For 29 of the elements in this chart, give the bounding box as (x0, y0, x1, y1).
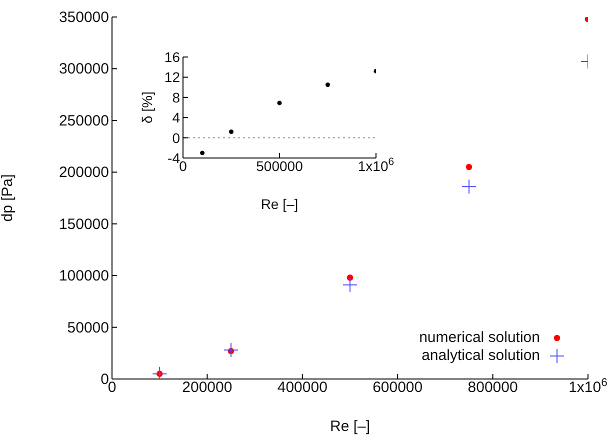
y-axis-title: δ [%] (139, 92, 155, 124)
x-axis-title: Re [–] (260, 196, 298, 212)
y-tick-label: 250000 (58, 112, 109, 130)
y-tick-label: 100000 (58, 268, 109, 285)
x-tick-label: 600000 (372, 379, 423, 396)
legend-label: numerical solution (419, 329, 540, 347)
y-tick-label: 150000 (58, 216, 109, 233)
y-tick-label: 300000 (58, 60, 109, 78)
x-tick-label: 800000 (468, 379, 518, 396)
y-tick-label: 16 (164, 49, 180, 65)
legend-label: analytical solution (422, 347, 540, 365)
x-tick-label: 1x10$^{6}$ (568, 377, 608, 396)
point (229, 129, 234, 134)
y-tick-label: -4 (168, 150, 180, 166)
point (277, 100, 282, 106)
point (200, 150, 205, 156)
y-axis-title: dp [Pa] (0, 174, 16, 222)
y-tick-label: 12 (164, 69, 180, 86)
point (326, 82, 330, 88)
point (466, 164, 472, 170)
x-axis-title: Re [–] (330, 418, 370, 435)
y-tick-label: 4 (172, 110, 180, 126)
x-tick-label: 400000 (277, 379, 328, 396)
y-tick-label: 350000 (58, 9, 109, 26)
x-tick-label: 500000 (256, 158, 304, 174)
y-tick-label: 8 (172, 89, 180, 106)
y-tick-label: 50000 (67, 319, 109, 336)
x-tick-label: 1x10$^{6}$ (358, 156, 394, 174)
y-tick-label: 0 (172, 130, 180, 146)
